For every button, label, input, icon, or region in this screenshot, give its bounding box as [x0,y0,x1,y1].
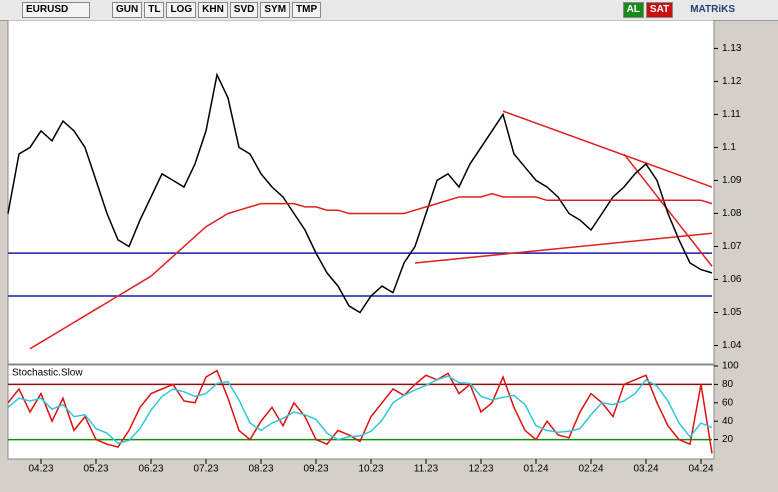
y-tick-label: 1.11 [722,109,741,120]
toolbar-button[interactable]: GUN [112,2,143,18]
buy-button[interactable]: AL [622,2,644,18]
trend-line [623,153,713,267]
x-tick-label: 02.24 [578,464,603,475]
toolbar-button[interactable]: LOG [166,2,197,18]
y-tick-label: 1.08 [722,208,742,219]
symbol-box[interactable]: EURUSD [22,2,90,18]
x-tick-label: 04.23 [28,464,53,475]
toolbar-button[interactable]: TL [144,2,165,18]
series-line [7,369,713,454]
sell-button[interactable]: SAT [645,2,674,18]
y-tick-label: 80 [722,379,734,390]
y-tick-label: 100 [722,361,739,372]
y-tick-label: 1.09 [722,175,742,186]
series-line [7,72,713,314]
x-tick-label: 01.24 [523,464,548,475]
toolbar-button[interactable]: KHN [198,2,228,18]
x-tick-label: 11.23 [414,464,439,475]
x-tick-label: 06.23 [138,464,163,475]
y-tick-label: 1.05 [722,307,742,318]
x-tick-label: 10.23 [358,464,383,475]
y-tick-label: 1.13 [722,43,742,54]
y-tick-label: 60 [722,397,734,408]
x-tick-label: 12.23 [468,464,493,475]
toolbar-buttons: GUN TL LOG KHN SVD SYM TMP [110,2,322,18]
series-line [7,375,713,445]
x-tick-label: 03.24 [633,464,658,475]
y-tick-label: 1.06 [722,274,742,285]
y-tick-label: 1.12 [722,76,742,87]
y-tick-label: 1.07 [722,241,742,252]
x-tick-label: 07.23 [193,464,218,475]
y-tick-label: 1.1 [722,142,736,153]
brand: MATRiKS [690,4,735,15]
chart-area: Stochastic.Slow 1.04 1.05 1.06 1.07 1.08 1.09… [7,20,742,475]
x-tick-label: 05.23 [83,464,108,475]
y-tick-label: 40 [722,416,734,427]
x-tick-label: 08.23 [248,464,273,475]
trend-line [502,110,713,188]
stoch-title: Stochastic.Slow [12,368,83,379]
series-line [29,192,713,350]
trend-line [414,232,713,264]
price-panel [7,20,715,365]
y-tick-label: 1.04 [722,340,742,351]
x-tick-label: 09.23 [303,464,328,475]
toolbar: EURUSD GUN TL LOG KHN SVD SYM TMP AL SAT MATRi… [0,0,778,21]
y-tick-label: 20 [722,434,734,445]
toolbar-button[interactable]: SVD [229,2,259,18]
x-tick-label: 04.24 [688,464,713,475]
toolbar-button[interactable]: TMP [292,2,322,18]
stoch-panel [7,364,715,460]
toolbar-button[interactable]: SYM [260,2,291,18]
